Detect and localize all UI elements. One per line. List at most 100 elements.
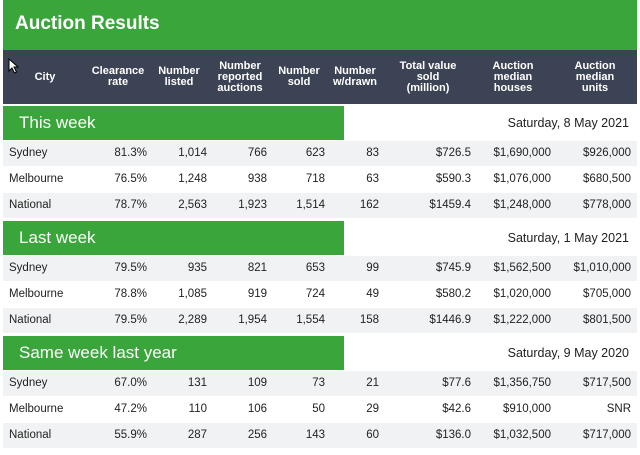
value-cell: $580.2 (435, 288, 471, 300)
value-cell: 919 (247, 288, 267, 300)
value-cell: 1,923 (238, 199, 267, 211)
value-cell: 50 (312, 403, 325, 415)
value-cell: 60 (366, 429, 379, 441)
value-cell: 935 (187, 262, 207, 274)
table-row[interactable]: National 55.9% 287 256 143 60 $136.0 $1,032,500… (3, 423, 637, 448)
city-cell: National (9, 314, 52, 326)
value-cell: $717,000 (583, 429, 631, 441)
city-cell: Melbourne (9, 173, 64, 185)
value-cell: 79.5% (114, 314, 147, 326)
value-cell: 99 (366, 262, 379, 274)
value-cell: $717,500 (583, 377, 631, 389)
value-cell: 718 (305, 173, 325, 185)
value-cell: 81.3% (114, 147, 147, 159)
city-cell: National (9, 199, 52, 211)
section-label: Last week (3, 221, 344, 255)
mouse-pointer-icon (8, 58, 20, 74)
value-cell: $1,010,000 (573, 262, 631, 274)
city-cell: Sydney (9, 262, 48, 274)
value-cell: $1446.9 (429, 314, 471, 326)
value-cell: $1,690,000 (493, 147, 551, 159)
section-label: Same week last year (3, 336, 344, 370)
table-row[interactable]: Sydney 79.5% 935 821 653 99 $745.9 $1,562,500 $1… (3, 256, 637, 281)
value-cell: 78.7% (114, 199, 147, 211)
city-cell: Sydney (9, 377, 48, 389)
column-header[interactable]: City (34, 70, 56, 83)
value-cell: 79.5% (114, 262, 147, 274)
table-row[interactable]: Sydney 67.0% 131 109 73 21 $77.6 $1,356,750 $717… (3, 371, 637, 396)
value-cell: $1,076,000 (493, 173, 551, 185)
value-cell: $910,000 (503, 403, 551, 415)
value-cell: $1,562,500 (493, 262, 551, 274)
value-cell: $801,500 (583, 314, 631, 326)
section-header: Last week Saturday, 1 May 2021 (3, 221, 637, 255)
value-cell: 109 (247, 377, 267, 389)
value-cell: $1,356,750 (493, 377, 551, 389)
column-header[interactable]: Auction median units (574, 59, 616, 94)
value-cell: 653 (305, 262, 325, 274)
value-cell: 724 (305, 288, 325, 300)
value-cell: 143 (305, 429, 325, 441)
value-cell: $1,020,000 (493, 288, 551, 300)
column-header[interactable]: Auction median houses (492, 59, 534, 94)
value-cell: 106 (247, 403, 267, 415)
value-cell: 63 (366, 173, 379, 185)
value-cell: 83 (366, 147, 379, 159)
value-cell: 78.8% (114, 288, 147, 300)
value-cell: $705,000 (583, 288, 631, 300)
section-label: This week (3, 106, 344, 140)
section-date: Saturday, 1 May 2021 (507, 231, 629, 245)
value-cell: 29 (366, 403, 379, 415)
value-cell: 110 (188, 403, 207, 415)
table-row[interactable]: Melbourne 47.2% 110 106 50 29 $42.6 $910,000 SNR (3, 397, 637, 422)
value-cell: 938 (247, 173, 267, 185)
section-date: Saturday, 9 May 2020 (507, 346, 629, 360)
value-cell: 623 (305, 147, 325, 159)
value-cell: $77.6 (442, 377, 471, 389)
value-cell: $136.0 (435, 429, 471, 441)
value-cell: 158 (359, 314, 379, 326)
value-cell: 1,554 (296, 314, 325, 326)
value-cell: SNR (606, 403, 631, 415)
table-row[interactable]: Melbourne 76.5% 1,248 938 718 63 $590.3 $1,076,… (3, 167, 637, 192)
section-date: Saturday, 8 May 2021 (507, 116, 629, 130)
column-header-row: City Clearance rate Number listed Number re… (3, 50, 637, 104)
column-header[interactable]: Total value sold (million) (399, 59, 457, 94)
value-cell: 1,085 (178, 288, 207, 300)
column-header[interactable]: Number w/drawn (332, 65, 377, 88)
value-cell: 47.2% (114, 403, 147, 415)
table-row[interactable]: Melbourne 78.8% 1,085 919 724 49 $580.2 $1,020,… (3, 282, 637, 307)
value-cell: 21 (366, 377, 379, 389)
value-cell: 766 (247, 147, 267, 159)
value-cell: $1459.4 (429, 199, 471, 211)
value-cell: 2,563 (178, 199, 207, 211)
table-row[interactable]: National 78.7% 2,563 1,923 1,514 162 $1459.4 $1… (3, 193, 637, 218)
section-header: Same week last year Saturday, 9 May 2020 (3, 336, 637, 370)
value-cell: $590.3 (435, 173, 471, 185)
value-cell: $1,248,000 (493, 199, 551, 211)
column-header[interactable]: Number sold (278, 65, 320, 88)
value-cell: $680,500 (583, 173, 631, 185)
value-cell: 1,954 (238, 314, 267, 326)
table-title: Auction Results (15, 13, 160, 34)
city-cell: Melbourne (9, 403, 64, 415)
value-cell: $42.6 (442, 403, 471, 415)
value-cell: 162 (359, 199, 379, 211)
value-cell: 1,248 (178, 173, 207, 185)
column-header[interactable]: Clearance rate (91, 65, 145, 88)
value-cell: $726.5 (435, 147, 471, 159)
value-cell: 256 (247, 429, 267, 441)
table-row[interactable]: Sydney 81.3% 1,014 766 623 83 $726.5 $1,690,000… (3, 141, 637, 166)
value-cell: 2,289 (178, 314, 207, 326)
city-cell: Melbourne (9, 288, 64, 300)
value-cell: $926,000 (583, 147, 631, 159)
section-header: This week Saturday, 8 May 2021 (3, 106, 637, 140)
table-row[interactable]: National 79.5% 2,289 1,954 1,554 158 $1446.9 $1… (3, 308, 637, 333)
column-header[interactable]: Number listed (158, 65, 200, 88)
column-header[interactable]: Number reported auctions (217, 59, 263, 94)
value-cell: 67.0% (114, 377, 147, 389)
value-cell: 287 (187, 429, 207, 441)
value-cell: 73 (312, 377, 325, 389)
city-cell: Sydney (9, 147, 48, 159)
value-cell: 55.9% (114, 429, 147, 441)
